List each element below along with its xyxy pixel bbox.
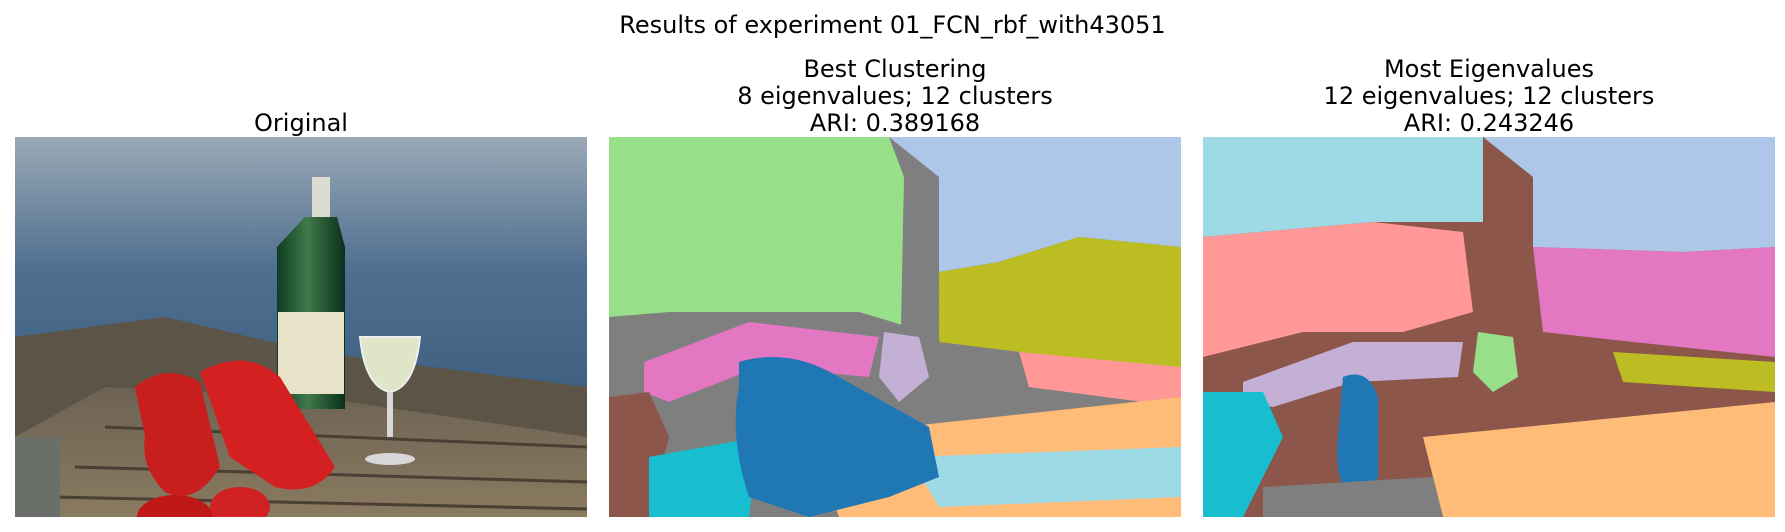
glass-base xyxy=(365,453,415,465)
dock-post xyxy=(15,437,60,517)
figure-suptitle: Results of experiment 01_FCN_rbf_with430… xyxy=(619,11,1166,39)
cluster-pink xyxy=(1533,247,1775,357)
cluster-cyan xyxy=(1203,392,1283,517)
cluster-olive xyxy=(1613,352,1775,392)
panel-title-line: ARI: 0.389168 xyxy=(809,109,981,137)
glass-stem xyxy=(387,392,393,437)
panel-title-line: Most Eigenvalues xyxy=(1383,55,1595,83)
cluster-paleblue xyxy=(909,447,1181,507)
lobster-claw xyxy=(137,495,213,517)
lobster-right xyxy=(200,360,335,490)
cluster-paleblue xyxy=(1203,137,1483,237)
best-clustering-map xyxy=(609,137,1181,517)
bottle-neck xyxy=(312,177,330,217)
cluster-blue xyxy=(1337,374,1378,507)
cluster-lavender xyxy=(879,332,929,402)
lobster-claw xyxy=(210,487,270,517)
cluster-salmon xyxy=(1019,352,1181,407)
most-eigenvalues-map xyxy=(1203,137,1775,517)
panel-title-line: 12 eigenvalues; 12 clusters xyxy=(1323,82,1655,110)
cluster-peach xyxy=(1423,402,1775,517)
original-image xyxy=(15,137,587,517)
cluster-lightblue xyxy=(889,137,1181,272)
cluster-green xyxy=(1473,332,1518,392)
segmentation-map xyxy=(1203,137,1775,517)
cluster-olive xyxy=(939,237,1181,372)
panel-title-line: ARI: 0.243246 xyxy=(1403,109,1575,137)
panel-title-best: Best Clustering 8 eigenvalues; 12 cluste… xyxy=(609,56,1181,137)
cluster-gray-bottle xyxy=(899,177,944,377)
panel-title-line: Original xyxy=(254,109,348,137)
cluster-green xyxy=(609,137,909,327)
cluster-cyan xyxy=(649,437,759,517)
segmentation-map xyxy=(609,137,1181,517)
panel-most-eigenvalues: Most Eigenvalues 12 eigenvalues; 12 clus… xyxy=(1203,0,1775,532)
original-photo xyxy=(15,137,587,517)
panel-title-line: Best Clustering xyxy=(803,55,987,83)
panel-title-original: Original xyxy=(15,110,587,137)
bottle-label xyxy=(278,312,344,394)
cluster-blue xyxy=(735,357,939,517)
lobster-left xyxy=(135,373,220,497)
cluster-gray xyxy=(1263,477,1443,517)
cluster-salmon xyxy=(1203,222,1473,357)
panel-best-clustering: Best Clustering 8 eigenvalues; 12 cluste… xyxy=(609,0,1181,532)
panel-title-most: Most Eigenvalues 12 eigenvalues; 12 clus… xyxy=(1203,56,1775,137)
wine-glass xyxy=(358,336,422,394)
cluster-lightblue xyxy=(1483,137,1775,252)
panel-original: Original xyxy=(15,0,587,532)
panel-title-line: 8 eigenvalues; 12 clusters xyxy=(737,82,1053,110)
cluster-lavender xyxy=(1243,342,1463,407)
